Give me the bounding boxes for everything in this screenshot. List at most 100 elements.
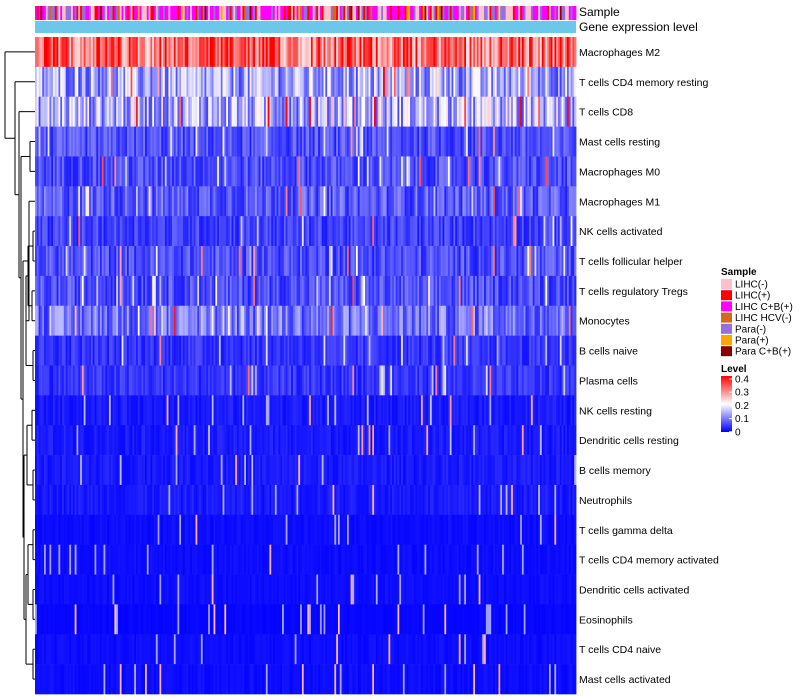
heatmap-cell xyxy=(539,96,543,127)
heatmap-cell xyxy=(350,395,353,426)
heatmap-cell xyxy=(464,275,467,307)
heatmap-cell xyxy=(168,156,171,187)
heatmap-cell xyxy=(116,455,119,486)
heatmap-cell xyxy=(202,96,205,127)
heatmap-cell xyxy=(482,395,485,426)
heatmap-cell xyxy=(527,96,530,127)
heatmap-cell xyxy=(355,186,359,217)
heatmap-cell xyxy=(199,395,202,426)
heatmap-cell xyxy=(264,246,267,277)
sample-annotation-cell xyxy=(108,6,112,20)
heatmap-cell xyxy=(397,425,400,456)
heatmap-cell xyxy=(213,365,216,396)
heatmap-cell xyxy=(392,126,395,157)
heatmap-cell xyxy=(426,37,429,68)
heatmap-cell xyxy=(72,484,76,516)
heatmap-cell xyxy=(462,275,465,307)
heatmap-cell xyxy=(271,305,274,336)
heatmap-cell xyxy=(44,126,47,157)
heatmap-cell xyxy=(346,156,350,187)
heatmap-cell xyxy=(130,186,133,217)
heatmap-cell xyxy=(81,305,85,336)
heatmap-row xyxy=(35,365,577,396)
heatmap-cell xyxy=(422,216,425,247)
heatmap-cell xyxy=(148,126,151,157)
sample-annotation-cell xyxy=(53,6,56,20)
heatmap-cell xyxy=(532,425,535,456)
heatmap-cell xyxy=(172,66,175,98)
heatmap-cell xyxy=(294,186,297,217)
heatmap-cell xyxy=(130,37,133,68)
heatmap-cell xyxy=(390,455,393,486)
heatmap-cell xyxy=(249,335,252,366)
heatmap-cell xyxy=(202,395,205,426)
heatmap-cell xyxy=(336,126,339,157)
heatmap-cell xyxy=(152,37,155,68)
heatmap-cell xyxy=(220,96,223,127)
heatmap-cell xyxy=(49,335,52,366)
heatmap-cell xyxy=(381,66,384,98)
heatmap-cell xyxy=(460,126,463,157)
heatmap-cell xyxy=(62,37,65,68)
heatmap-cell xyxy=(460,395,463,426)
heatmap-cell xyxy=(520,66,523,98)
heatmap-cell xyxy=(466,37,469,68)
heatmap-cell xyxy=(233,66,236,98)
heatmap-cell xyxy=(413,186,416,217)
heatmap-cell xyxy=(303,186,306,217)
heatmap-cell xyxy=(58,484,61,516)
heatmap-cell xyxy=(242,395,245,426)
heatmap-cell xyxy=(255,156,258,187)
heatmap-cell xyxy=(363,335,366,366)
heatmap-cell xyxy=(224,156,227,187)
heatmap-cell xyxy=(386,96,389,127)
heatmap-cell xyxy=(47,126,50,157)
heatmap-cell xyxy=(116,275,119,307)
heatmap-cell xyxy=(278,455,281,486)
heatmap-cell xyxy=(379,246,382,277)
heatmap-cell xyxy=(476,156,480,187)
heatmap-cell xyxy=(85,126,88,157)
heatmap-cell xyxy=(516,126,519,157)
heatmap-cell xyxy=(455,365,458,396)
heatmap-cell xyxy=(444,275,447,307)
heatmap-cell xyxy=(566,425,570,456)
heatmap-cell xyxy=(516,365,519,396)
heatmap-cell xyxy=(559,395,562,426)
sample-annotation-cell xyxy=(456,6,460,20)
heatmap-cell xyxy=(334,305,337,336)
heatmap-cell xyxy=(177,275,180,307)
heatmap-cell xyxy=(215,246,218,277)
heatmap-cell xyxy=(565,305,568,336)
heatmap-cell xyxy=(393,216,397,247)
heatmap-cell xyxy=(222,96,225,127)
heatmap-cell xyxy=(336,37,339,68)
heatmap-cell xyxy=(507,156,510,187)
heatmap-cell xyxy=(264,156,267,187)
heatmap-cell xyxy=(534,216,537,247)
heatmap-cell xyxy=(112,126,115,157)
heatmap-cell xyxy=(125,395,128,426)
heatmap-cell xyxy=(411,216,415,247)
heatmap-cell xyxy=(63,484,67,516)
heatmap-cell xyxy=(444,425,447,456)
heatmap-cell xyxy=(123,395,126,426)
heatmap-cell xyxy=(78,126,81,157)
heatmap-cell xyxy=(164,305,168,336)
heatmap-cell xyxy=(411,37,415,68)
heatmap-cell xyxy=(536,425,539,456)
heatmap-cell xyxy=(321,126,324,157)
heatmap-cell xyxy=(186,156,189,187)
heatmap-cell xyxy=(67,455,70,486)
heatmap-cell xyxy=(514,305,517,336)
heatmap-cell xyxy=(300,305,303,336)
heatmap-cell xyxy=(108,37,112,68)
heatmap-cell xyxy=(529,275,532,307)
sample-annotation-cell xyxy=(38,6,41,20)
heatmap-cell xyxy=(242,126,245,157)
heatmap-cell xyxy=(213,395,216,426)
heatmap-cell xyxy=(332,365,335,396)
heatmap-cell xyxy=(397,246,400,277)
heatmap-cell xyxy=(395,395,398,426)
heatmap-cell xyxy=(539,156,543,187)
